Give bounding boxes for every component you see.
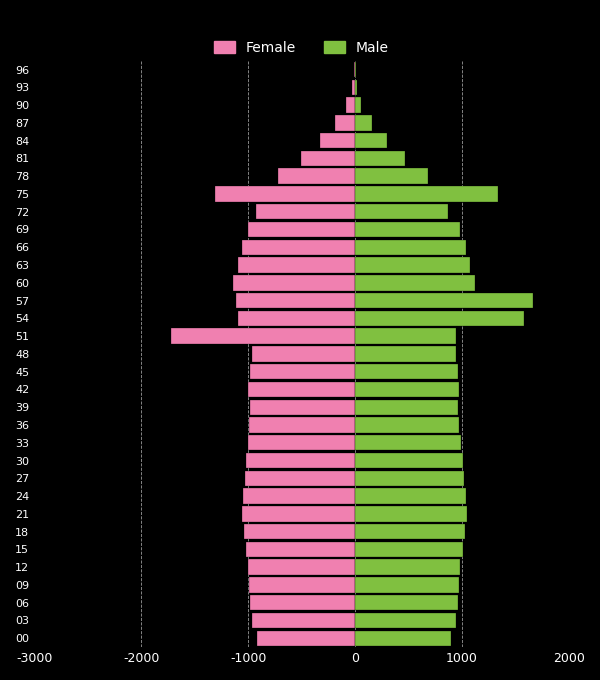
- Bar: [355, 204, 448, 220]
- Bar: [355, 115, 371, 131]
- Bar: [215, 186, 355, 202]
- Bar: [346, 97, 355, 113]
- Bar: [355, 453, 463, 469]
- Bar: [248, 381, 355, 397]
- Bar: [301, 151, 355, 166]
- Bar: [355, 560, 460, 575]
- Bar: [248, 222, 355, 237]
- Bar: [355, 222, 460, 237]
- Bar: [355, 488, 466, 504]
- Bar: [355, 346, 455, 362]
- Bar: [250, 595, 355, 611]
- Bar: [250, 364, 355, 379]
- Bar: [253, 346, 355, 362]
- Bar: [233, 275, 355, 290]
- Bar: [244, 524, 355, 539]
- Bar: [335, 115, 355, 131]
- Bar: [245, 471, 355, 486]
- Bar: [354, 62, 355, 78]
- Bar: [171, 328, 355, 344]
- Bar: [355, 151, 406, 166]
- Bar: [320, 133, 355, 148]
- Bar: [355, 613, 455, 628]
- Bar: [355, 275, 475, 290]
- Bar: [248, 560, 355, 575]
- Bar: [355, 381, 460, 397]
- Bar: [355, 311, 524, 326]
- Bar: [246, 453, 355, 469]
- Bar: [250, 400, 355, 415]
- Bar: [355, 577, 460, 593]
- Bar: [278, 169, 355, 184]
- Bar: [355, 524, 465, 539]
- Bar: [355, 542, 463, 557]
- Bar: [257, 630, 355, 646]
- Bar: [355, 364, 458, 379]
- Bar: [355, 169, 428, 184]
- Bar: [355, 418, 460, 432]
- Bar: [355, 186, 499, 202]
- Bar: [355, 506, 467, 522]
- Bar: [355, 435, 461, 450]
- Bar: [249, 577, 355, 593]
- Bar: [355, 293, 533, 308]
- Bar: [355, 257, 470, 273]
- Bar: [248, 435, 355, 450]
- Bar: [355, 97, 361, 113]
- Bar: [355, 328, 455, 344]
- Bar: [355, 595, 458, 611]
- Bar: [355, 80, 357, 95]
- Bar: [253, 613, 355, 628]
- Bar: [242, 506, 355, 522]
- Bar: [256, 204, 355, 220]
- Bar: [238, 311, 355, 326]
- Bar: [355, 630, 451, 646]
- Bar: [249, 418, 355, 432]
- Bar: [355, 400, 458, 415]
- Bar: [243, 488, 355, 504]
- Bar: [246, 542, 355, 557]
- Legend: Female, Male: Female, Male: [209, 35, 395, 61]
- Bar: [242, 239, 355, 255]
- Bar: [355, 239, 466, 255]
- Bar: [236, 293, 355, 308]
- Bar: [355, 133, 386, 148]
- Bar: [355, 471, 464, 486]
- Bar: [352, 80, 355, 95]
- Bar: [238, 257, 355, 273]
